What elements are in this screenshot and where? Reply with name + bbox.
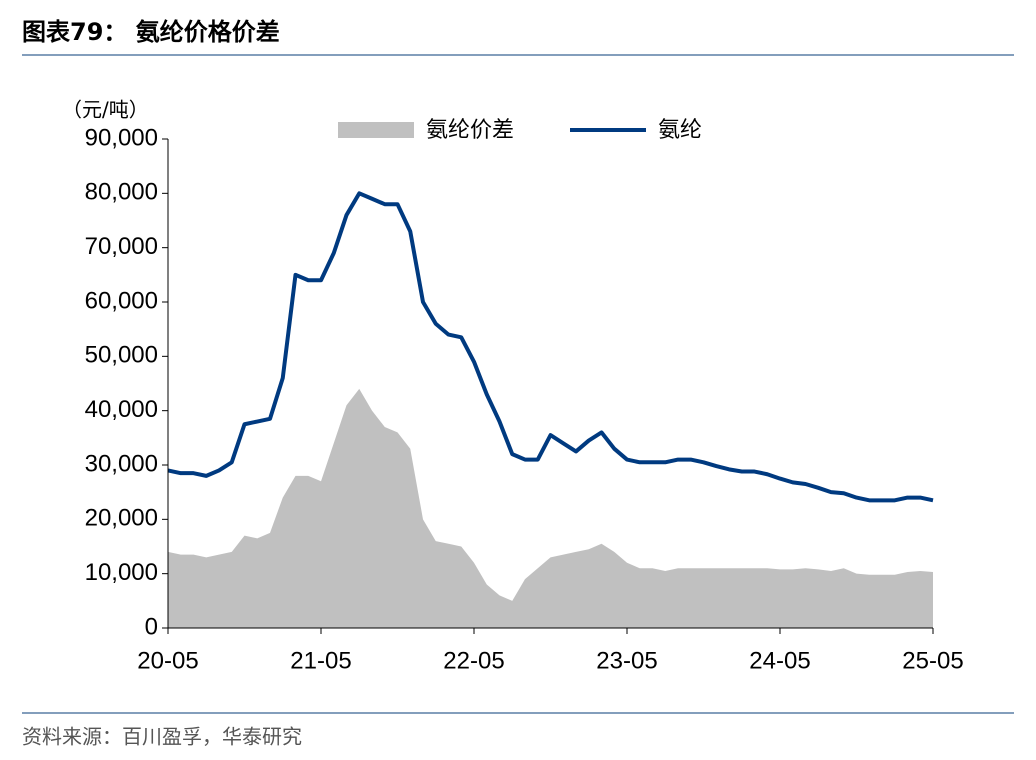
y-tick-label: 0 bbox=[145, 613, 158, 640]
y-tick-label: 50,000 bbox=[85, 342, 158, 369]
y-tick-label: 70,000 bbox=[85, 233, 158, 260]
y-unit: （元/吨） bbox=[62, 98, 149, 122]
y-tick-label: 20,000 bbox=[85, 505, 158, 532]
y-tick-label: 80,000 bbox=[85, 179, 158, 206]
source-note: 资料来源：百川盈孚，华泰研究 bbox=[22, 725, 302, 749]
legend-label: 氨纶价差 bbox=[426, 118, 514, 143]
x-tick-label: 22-05 bbox=[443, 647, 504, 674]
y-tick-label: 90,000 bbox=[85, 124, 158, 151]
legend-label: 氨纶 bbox=[658, 118, 702, 143]
legend-swatch bbox=[338, 122, 414, 138]
x-tick-label: 20-05 bbox=[137, 647, 198, 674]
y-tick-label: 40,000 bbox=[85, 396, 158, 423]
y-tick-label: 30,000 bbox=[85, 450, 158, 477]
x-tick-label: 24-05 bbox=[749, 647, 810, 674]
y-tick-label: 60,000 bbox=[85, 287, 158, 314]
spread-area bbox=[168, 388, 933, 628]
price-line bbox=[167, 191, 934, 503]
y-tick-label: 10,000 bbox=[85, 559, 158, 586]
x-tick-label: 25-05 bbox=[902, 647, 963, 674]
chart-title: 图表79： 氨纶价格价差 bbox=[22, 18, 280, 46]
x-tick-label: 21-05 bbox=[290, 647, 351, 674]
x-tick-label: 23-05 bbox=[596, 647, 657, 674]
